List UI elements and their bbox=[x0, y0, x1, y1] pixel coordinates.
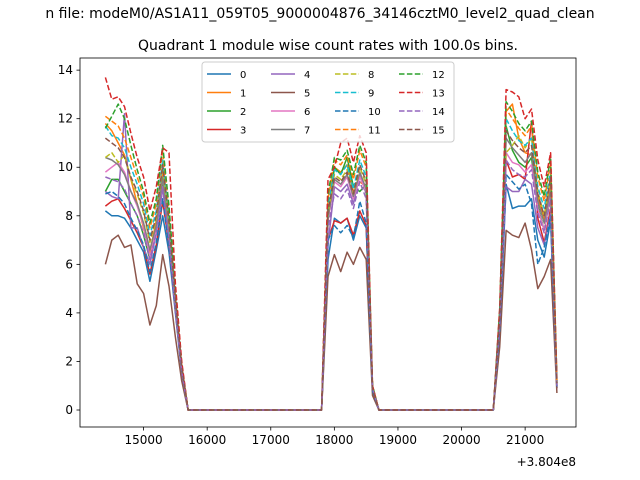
figure-suptitle: n file: modeM0/AS1A11_059T05_9000004876_… bbox=[45, 6, 595, 22]
x-axis: 15000 16000 17000 18000 19000 20000 21000 bbox=[124, 427, 544, 447]
y-axis: 0 2 4 6 8 10 12 14 bbox=[58, 63, 80, 417]
x-tick-label: 21000 bbox=[506, 433, 544, 447]
series-line-7 bbox=[105, 137, 558, 411]
axes-frame bbox=[79, 57, 577, 428]
legend-label: 6 bbox=[304, 107, 310, 118]
series-line-14 bbox=[105, 159, 558, 411]
y-tick-label: 0 bbox=[65, 403, 73, 417]
legend-label: 0 bbox=[240, 70, 246, 81]
series-lines bbox=[104, 77, 558, 411]
legend-frame bbox=[201, 61, 455, 143]
y-tick-label: 14 bbox=[58, 63, 73, 77]
legend-label: 3 bbox=[240, 126, 246, 137]
legend-label: 5 bbox=[304, 89, 310, 100]
y-tick-label: 8 bbox=[65, 209, 73, 223]
y-tick-label: 10 bbox=[58, 160, 73, 174]
x-tick-label: 15000 bbox=[124, 433, 162, 447]
legend-label: 13 bbox=[432, 89, 445, 100]
legend-label: 8 bbox=[368, 70, 374, 81]
series-line-11 bbox=[104, 108, 558, 411]
series-line-12 bbox=[104, 100, 558, 411]
x-tick-label: 20000 bbox=[442, 433, 480, 447]
series-line-9 bbox=[104, 117, 558, 411]
series-line-15 bbox=[104, 130, 558, 411]
x-tick-label: 17000 bbox=[252, 433, 290, 447]
legend-label: 9 bbox=[368, 89, 374, 100]
x-tick-label: 18000 bbox=[315, 433, 353, 447]
x-tick-label: 16000 bbox=[188, 433, 226, 447]
legend-label: 4 bbox=[304, 70, 310, 81]
legend-label: 7 bbox=[304, 126, 310, 137]
series-line-4 bbox=[104, 113, 558, 411]
legend-label: 14 bbox=[432, 107, 445, 118]
y-tick-label: 2 bbox=[65, 354, 73, 368]
series-line-5 bbox=[104, 222, 558, 411]
y-tick-label: 6 bbox=[65, 257, 73, 271]
legend-label: 10 bbox=[368, 107, 381, 118]
x-tick-label: 19000 bbox=[379, 433, 417, 447]
series-line-0 bbox=[104, 183, 558, 411]
x-axis-offset-label: +3.804e8 bbox=[517, 455, 576, 469]
chart-title: Quadrant 1 module wise count rates with … bbox=[138, 38, 518, 54]
series-line-8 bbox=[104, 134, 558, 411]
legend-label: 2 bbox=[240, 107, 246, 118]
legend-label: 12 bbox=[432, 70, 445, 81]
series-line-13 bbox=[104, 77, 558, 411]
y-tick-label: 12 bbox=[58, 112, 73, 126]
legend-label: 1 bbox=[240, 89, 246, 100]
series-line-10 bbox=[105, 173, 558, 411]
legend-label: 15 bbox=[432, 126, 445, 137]
legend-label: 11 bbox=[368, 126, 381, 137]
y-tick-label: 4 bbox=[65, 306, 73, 320]
